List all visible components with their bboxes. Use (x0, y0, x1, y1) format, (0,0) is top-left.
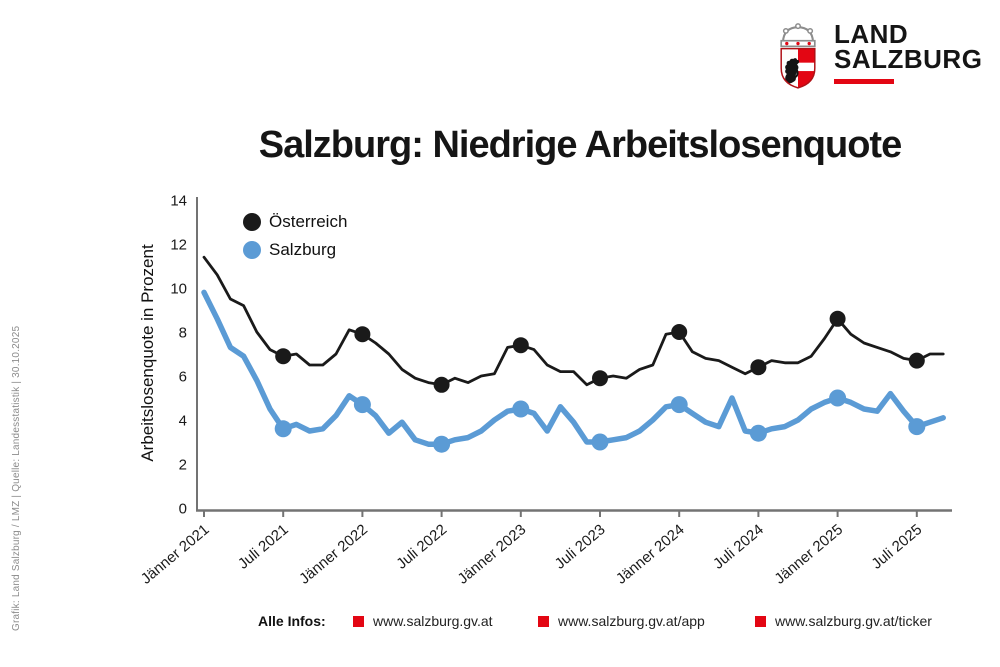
y-tick-label: 4 (179, 413, 187, 430)
austria-data-marker (354, 326, 371, 343)
lion-icon (785, 58, 800, 84)
logo-line-1: LAND (834, 19, 909, 49)
red-square-icon (538, 615, 549, 627)
logo-red-underline (834, 79, 894, 84)
y-tick-label: 6 (179, 369, 187, 386)
footer-item-2: www.salzburg.gv.at/app (538, 613, 705, 629)
x-tick-label: Juli 2024 (710, 521, 767, 573)
legend-row-austria: Österreich (243, 208, 347, 236)
footer-label: Alle Infos: (258, 613, 326, 629)
salzburg-data-marker (591, 433, 609, 451)
legend-label-austria: Österreich (269, 212, 348, 231)
legend-row-salzburg: Salzburg (243, 236, 347, 264)
salzburg-coat-of-arms-icon (780, 23, 816, 89)
austria-data-marker (829, 310, 846, 327)
austria-data-marker (671, 324, 688, 340)
x-tick-label: Jänner 2023 (455, 521, 530, 588)
land-salzburg-logo: LAND SALZBURG (770, 19, 983, 94)
chart-title: Salzburg: Niedrige Arbeitslosenquote (258, 124, 902, 166)
x-tick-label: Juli 2022 (393, 521, 450, 573)
footer-item-3: www.salzburg.gv.at/ticker (755, 613, 932, 629)
chart-legend: Österreich Salzburg (243, 208, 347, 264)
austria-data-marker (750, 359, 767, 376)
logo-line-2: SALZBURG (834, 44, 983, 74)
legend-label-salzburg: Salzburg (269, 240, 337, 259)
y-tick-label: 0 (179, 501, 187, 518)
source-note: Grafik: Land Salzburg / LMZ | Quelle: La… (11, 325, 22, 631)
austria-data-marker (512, 337, 529, 354)
footer-link-web: www.salzburg.gv.at (373, 613, 493, 629)
red-square-icon (353, 615, 364, 627)
salzburg-data-marker (353, 396, 371, 414)
x-tick-label: Juli 2021 (235, 521, 292, 573)
x-tick-label: Jänner 2022 (296, 521, 371, 588)
x-tick-label: Jänner 2025 (771, 521, 846, 588)
salzburg-data-marker (829, 389, 847, 407)
salzburg-data-marker (670, 396, 688, 414)
red-square-icon (755, 615, 766, 627)
x-tick-label: Jänner 2021 (138, 521, 213, 588)
x-tick-label: Jänner 2024 (613, 521, 688, 588)
shield-icon (780, 47, 816, 89)
austria-data-marker (275, 348, 292, 365)
y-tick-label: 10 (170, 281, 187, 298)
austria-data-line (202, 255, 945, 387)
crown-icon (780, 23, 816, 48)
salzburg-legend-dot-icon (243, 241, 261, 259)
y-tick-label: 12 (170, 237, 187, 254)
footer-link-app: www.salzburg.gv.at/app (558, 613, 705, 629)
austria-data-marker (592, 370, 608, 387)
austria-legend-dot-icon (243, 213, 261, 231)
salzburg-data-marker (512, 400, 530, 418)
footer-item-1: www.salzburg.gv.at (353, 613, 493, 629)
salzburg-data-marker (433, 435, 451, 453)
logo-text: LAND SALZBURG (834, 19, 983, 84)
austria-data-marker (908, 352, 925, 369)
x-tick-label: Juli 2025 (868, 521, 925, 573)
salzburg-data-marker (274, 420, 292, 438)
salzburg-data-marker (749, 424, 767, 442)
x-tick-label: Juli 2023 (552, 521, 609, 573)
y-tick-label: 14 (170, 193, 187, 210)
salzburg-data-line (201, 289, 946, 447)
y-tick-label: 2 (179, 457, 187, 474)
y-tick-label: 8 (179, 325, 187, 342)
austria-data-marker (433, 376, 450, 393)
footer-link-ticker: www.salzburg.gv.at/ticker (775, 613, 932, 629)
salzburg-data-marker (908, 418, 926, 436)
